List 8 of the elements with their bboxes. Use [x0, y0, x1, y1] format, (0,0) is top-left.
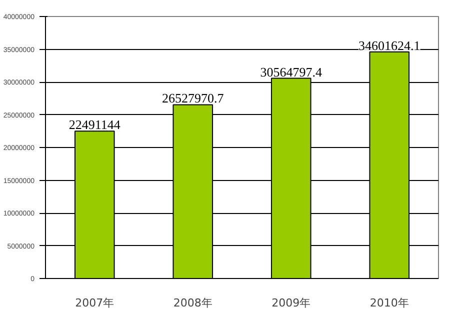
data-label: 30564797.4	[260, 64, 322, 80]
x-tick-label: 2008年	[173, 296, 212, 310]
data-label: 34601624.1	[358, 38, 420, 53]
x-tick-label: 2010年	[370, 296, 409, 310]
data-label: 22491144	[68, 117, 121, 132]
x-tick-label: 2007年	[75, 296, 114, 310]
x-tick-label: 2009年	[272, 296, 311, 310]
data-label: 26527970.7	[162, 90, 224, 106]
